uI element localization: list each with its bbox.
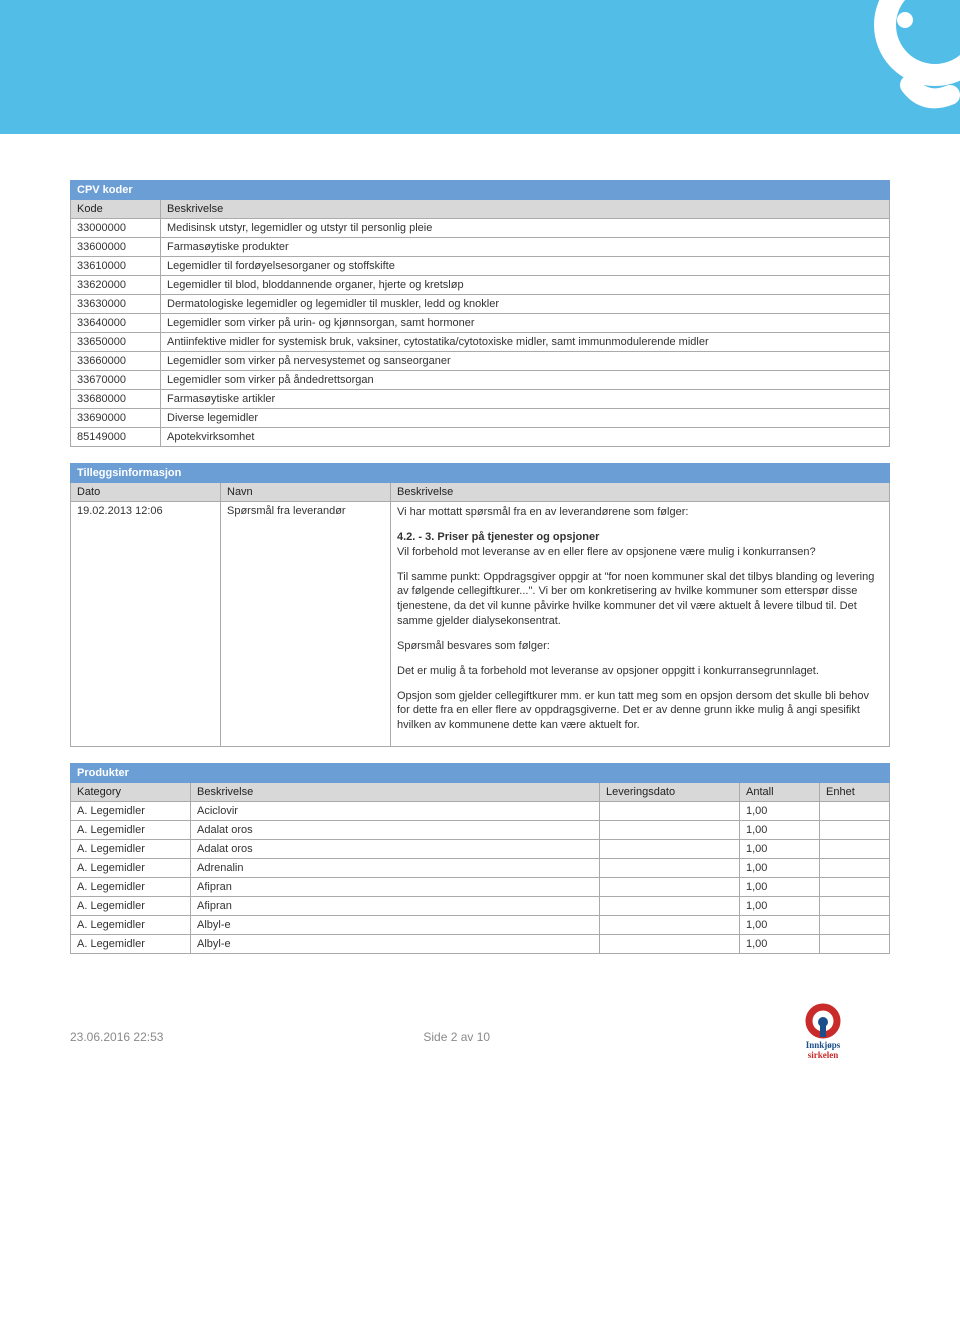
cpv-section-header: CPV koder <box>71 181 890 200</box>
footer-logo-icon: Innkjøps sirkelen <box>796 1001 850 1064</box>
tillegg-dato: 19.02.2013 12:06 <box>71 502 221 747</box>
tillegg-col-dato: Dato <box>71 483 221 502</box>
produkter-section-header: Produkter <box>71 764 890 783</box>
table-row: 33670000Legemidler som virker på åndedre… <box>71 371 890 390</box>
table-row: A. LegemidlerAdalat oros1,00 <box>71 840 890 859</box>
tillegg-col-navn: Navn <box>221 483 391 502</box>
table-row: A. LegemidlerAdalat oros1,00 <box>71 821 890 840</box>
table-row: 19.02.2013 12:06 Spørsmål fra leverandør… <box>71 502 890 747</box>
cpv-table: CPV koder Kode Beskrivelse 33000000Medis… <box>70 180 890 447</box>
table-row: 33690000Diverse legemidler <box>71 409 890 428</box>
tillegg-table: Tilleggsinformasjon Dato Navn Beskrivels… <box>70 463 890 747</box>
table-row: 33000000Medisinsk utstyr, legemidler og … <box>71 219 890 238</box>
produkter-col-enhet: Enhet <box>820 783 890 802</box>
table-row: 85149000Apotekvirksomhet <box>71 428 890 447</box>
produkter-col-beskrivelse: Beskrivelse <box>191 783 600 802</box>
table-row: A. LegemidlerAfipran1,00 <box>71 897 890 916</box>
table-row: 33630000Dermatologiske legemidler og leg… <box>71 295 890 314</box>
table-row: A. LegemidlerAdrenalin1,00 <box>71 859 890 878</box>
tillegg-col-beskrivelse: Beskrivelse <box>391 483 890 502</box>
banner-background <box>0 0 960 134</box>
tillegg-section-header: Tilleggsinformasjon <box>71 464 890 483</box>
table-row: 33640000Legemidler som virker på urin- o… <box>71 314 890 333</box>
table-row: 33600000Farmasøytiske produkter <box>71 238 890 257</box>
table-row: A. LegemidlerAciclovir1,00 <box>71 802 890 821</box>
table-row: 33660000Legemidler som virker på nervesy… <box>71 352 890 371</box>
produkter-table: Produkter Kategory Beskrivelse Leverings… <box>70 763 890 954</box>
footer-page: Side 2 av 10 <box>423 1030 490 1044</box>
table-row: 33650000Antiinfektive midler for systemi… <box>71 333 890 352</box>
cpv-col-kode: Kode <box>71 200 161 219</box>
tillegg-body: Vi har mottatt spørsmål fra en av levera… <box>391 502 890 747</box>
table-row: 33680000Farmasøytiske artikler <box>71 390 890 409</box>
cpv-tbody: 33000000Medisinsk utstyr, legemidler og … <box>71 219 890 447</box>
table-row: 33610000Legemidler til fordøyelsesorgane… <box>71 257 890 276</box>
produkter-tbody: A. LegemidlerAciclovir1,00 A. Legemidler… <box>71 802 890 954</box>
table-row: A. LegemidlerAlbyl-e1,00 <box>71 935 890 954</box>
produkter-col-kategory: Kategory <box>71 783 191 802</box>
produkter-col-leveringsdato: Leveringsdato <box>600 783 740 802</box>
page-content: CPV koder Kode Beskrivelse 33000000Medis… <box>0 150 960 1030</box>
svg-text:Innkjøps: Innkjøps <box>806 1040 841 1050</box>
table-row: A. LegemidlerAfipran1,00 <box>71 878 890 897</box>
produkter-col-antall: Antall <box>740 783 820 802</box>
footer-date: 23.06.2016 22:53 <box>70 1030 163 1044</box>
table-row: 33620000Legemidler til blod, bloddannend… <box>71 276 890 295</box>
tillegg-navn: Spørsmål fra leverandør <box>221 502 391 747</box>
table-row: A. LegemidlerAlbyl-e1,00 <box>71 916 890 935</box>
page-header-banner <box>0 0 960 150</box>
page-footer: 23.06.2016 22:53 Side 2 av 10 Innkjøps s… <box>0 1030 960 1064</box>
cpv-col-beskrivelse: Beskrivelse <box>161 200 890 219</box>
banner-logo <box>840 0 960 120</box>
svg-text:sirkelen: sirkelen <box>808 1050 839 1060</box>
